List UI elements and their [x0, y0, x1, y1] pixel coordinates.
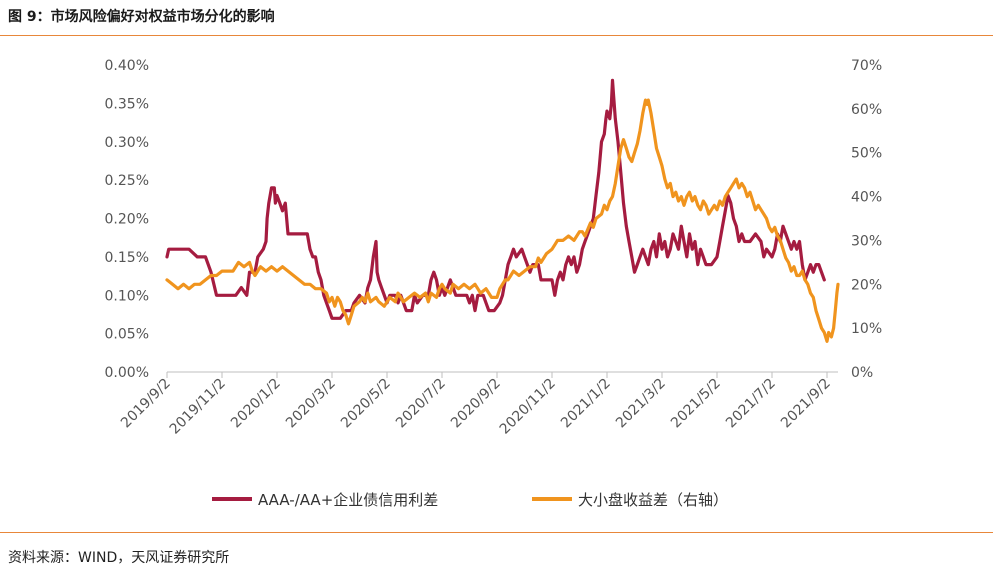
x-tick-label: 2020/3/2	[283, 376, 339, 432]
line-chart: 0.00% 0.05% 0.10% 0.15% 0.20% 0.25% 0.30% 0.35%…	[105, 58, 883, 509]
left-y-tick-label: 0.30%	[105, 135, 149, 151]
series-line-credit-spread	[165, 78, 826, 320]
legend: AAA-/AA+企业债信用利差 大小盘收益差（右轴）	[212, 491, 728, 509]
x-tick-label: 2020/1/2	[228, 376, 284, 432]
series-line-size-spread	[165, 98, 840, 343]
legend-label-credit-spread: AAA-/AA+企业债信用利差	[258, 491, 438, 509]
left-y-tick-label: 0.35%	[105, 96, 149, 112]
x-tick-label: 2020/5/2	[338, 376, 394, 432]
x-tick-label: 2019/9/2	[118, 376, 174, 432]
x-tick-label: 2021/7/2	[723, 376, 779, 432]
right-y-tick-label: 40%	[851, 190, 882, 206]
bottom-divider	[0, 532, 993, 533]
right-y-tick-labels: 0% 10% 20% 30% 40% 50% 60% 70%	[851, 58, 882, 381]
right-y-tick-label: 10%	[851, 321, 882, 337]
left-y-tick-label: 0.05%	[105, 327, 149, 343]
left-y-tick-label: 0.15%	[105, 250, 149, 266]
x-tick-label: 2020/11/2	[497, 376, 559, 438]
left-y-tick-label: 0.10%	[105, 288, 149, 304]
legend-label-size-spread: 大小盘收益差（右轴）	[578, 491, 728, 509]
x-tick-label: 2021/5/2	[668, 376, 724, 432]
right-y-tick-label: 70%	[851, 58, 882, 74]
left-y-tick-label: 0.25%	[105, 173, 149, 189]
figure-title: 图 9：市场风险偏好对权益市场分化的影响	[8, 9, 275, 25]
right-y-tick-label: 30%	[851, 233, 882, 249]
left-y-tick-label: 0.40%	[105, 58, 149, 74]
left-y-tick-label: 0.20%	[105, 212, 149, 228]
x-tick-label: 2021/1/2	[558, 376, 614, 432]
source-note: 资料来源：WIND，天风证券研究所	[8, 550, 230, 566]
left-y-tick-label: 0.00%	[105, 365, 149, 381]
left-y-tick-labels: 0.00% 0.05% 0.10% 0.15% 0.20% 0.25% 0.30% 0.35%…	[105, 58, 149, 381]
right-y-tick-label: 0%	[851, 365, 873, 381]
top-divider	[0, 35, 993, 36]
right-y-tick-label: 20%	[851, 277, 882, 293]
x-tick-label: 2019/11/2	[167, 376, 229, 438]
x-tick-label: 2020/9/2	[448, 376, 504, 432]
right-y-tick-label: 60%	[851, 102, 882, 118]
x-tick-label: 2021/3/2	[613, 376, 669, 432]
x-tick-label: 2021/9/2	[778, 376, 834, 432]
x-tick-label: 2020/7/2	[393, 376, 449, 432]
series-lines	[165, 78, 840, 343]
right-y-tick-label: 50%	[851, 146, 882, 162]
